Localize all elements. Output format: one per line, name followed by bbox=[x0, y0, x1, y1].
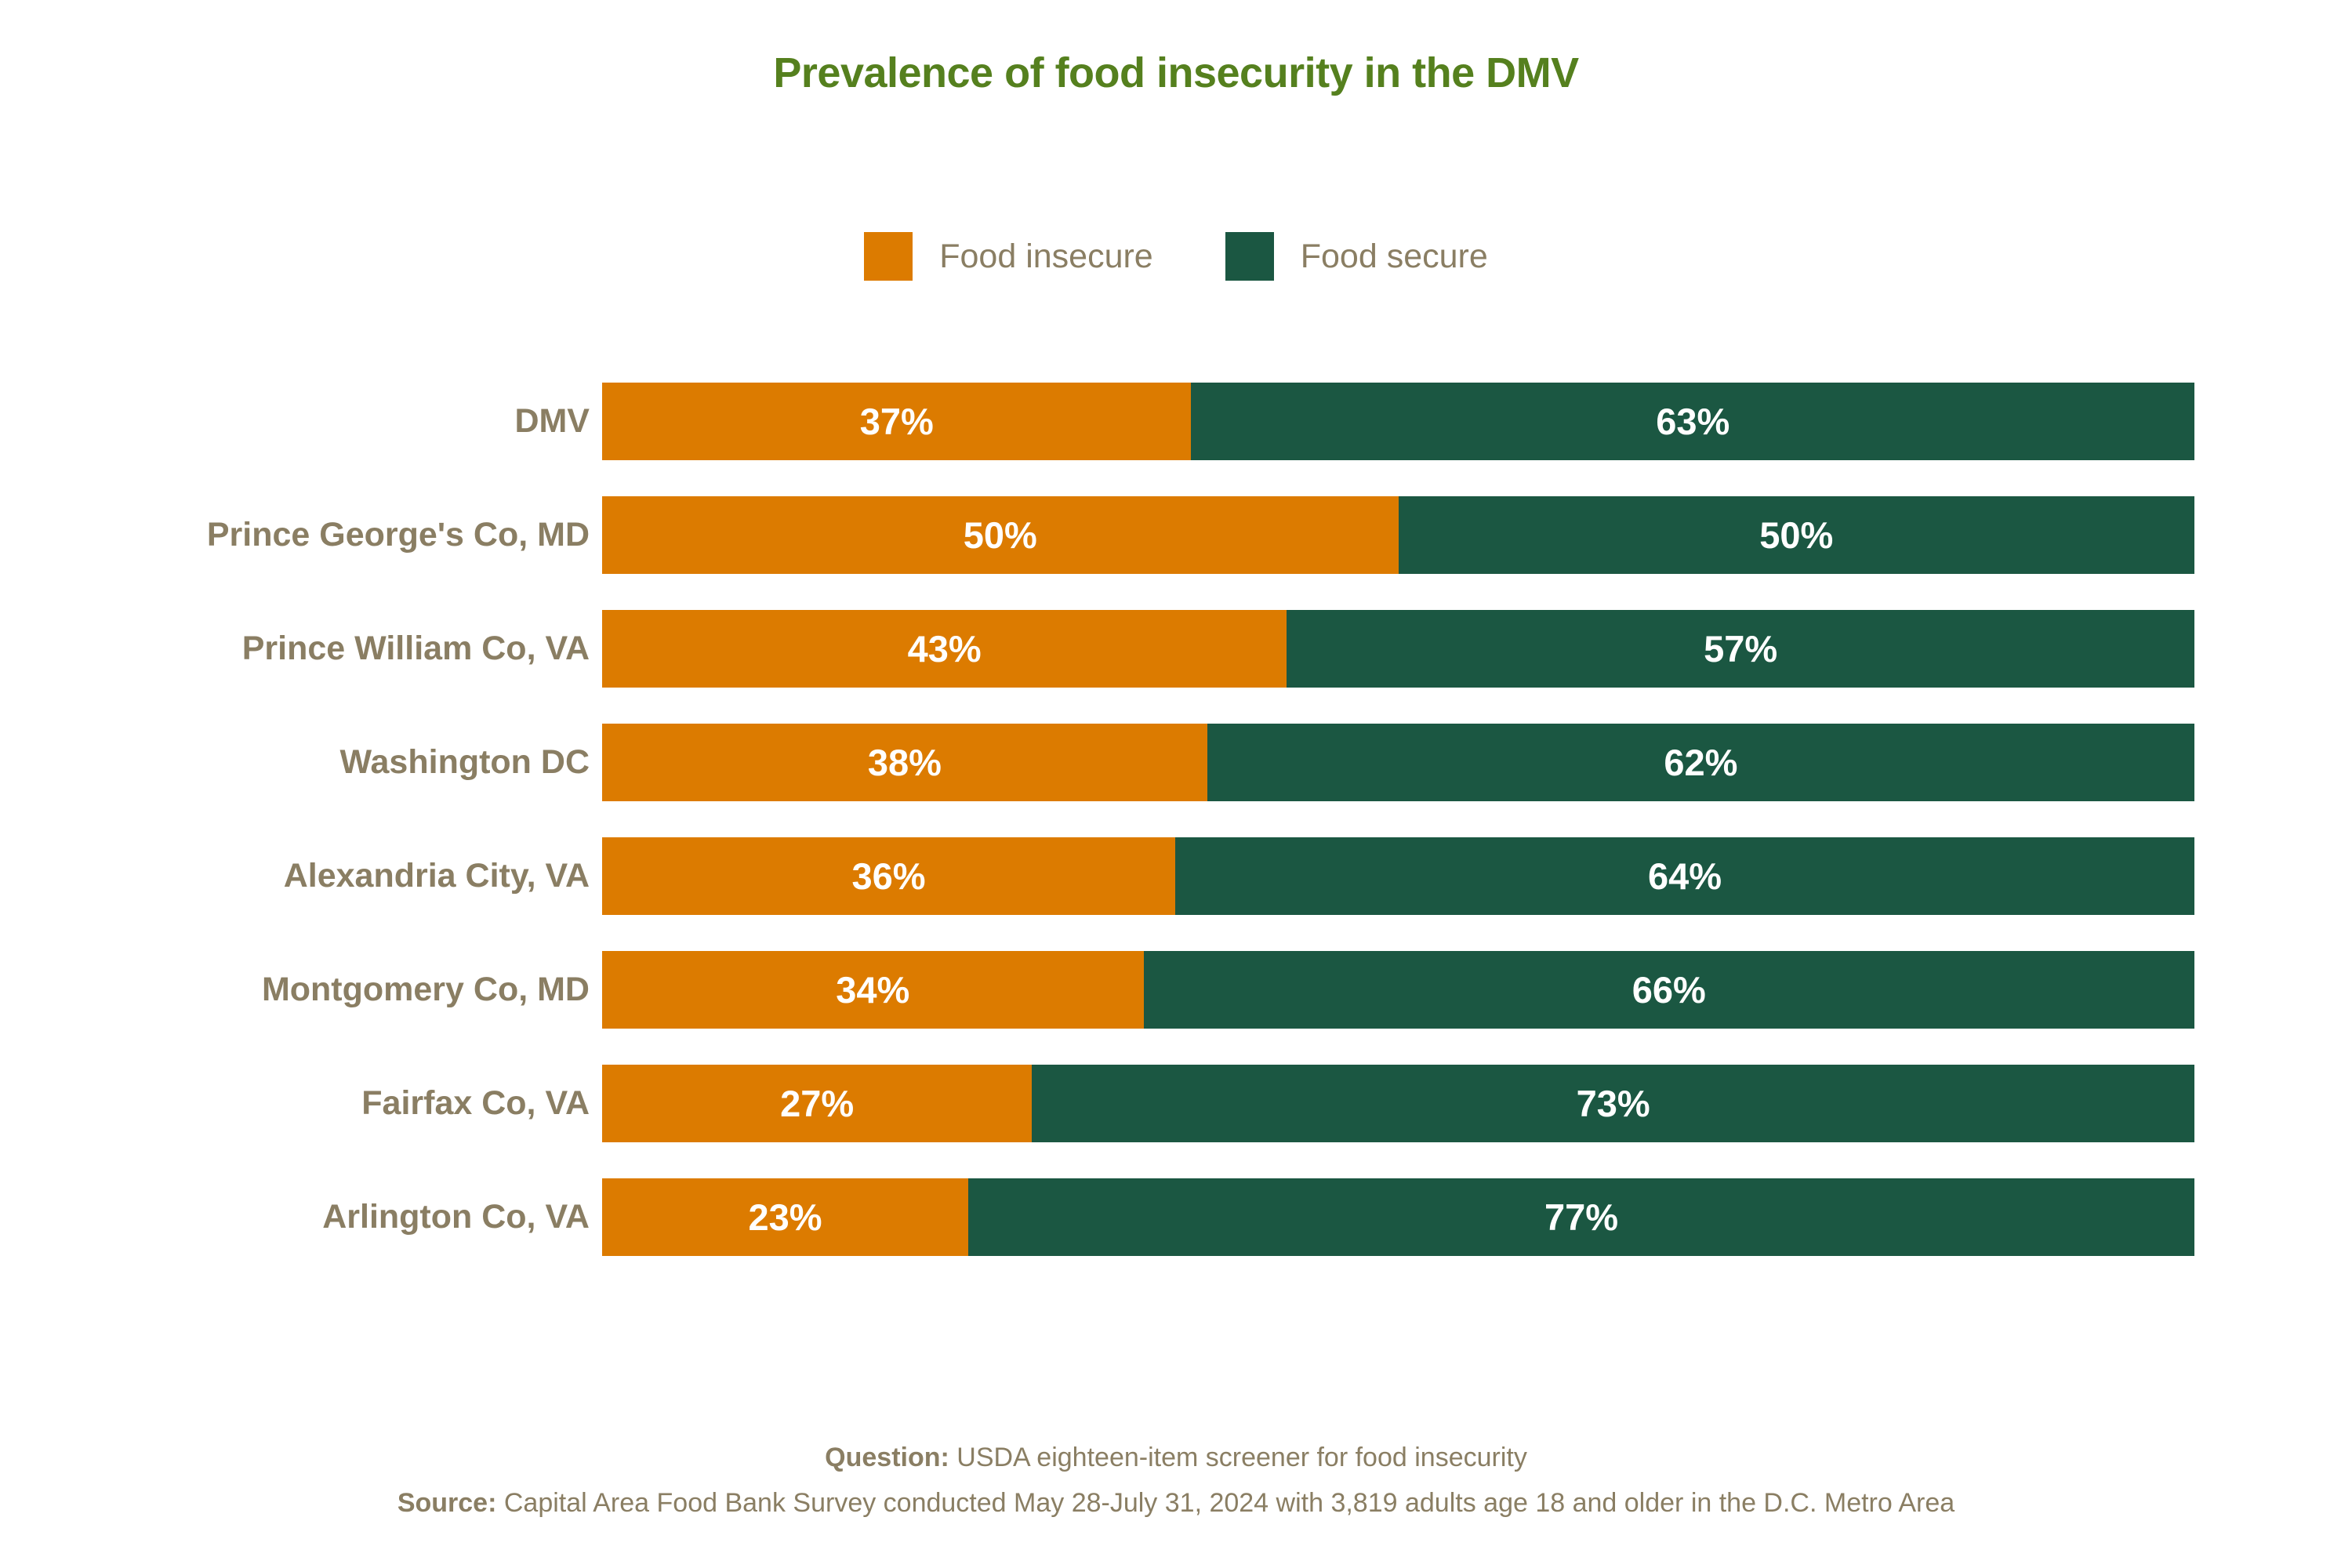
stacked-bar: 43% 57% bbox=[602, 610, 2194, 688]
bar-segment-food-insecure: 43% bbox=[602, 610, 1287, 688]
stacked-bar: 38% 62% bbox=[602, 724, 2194, 801]
question-note-label: Question: bbox=[825, 1443, 949, 1472]
chart-row: DMV 37% 63% bbox=[0, 383, 2352, 460]
chart-title: Prevalence of food insecurity in the DMV bbox=[773, 49, 1579, 96]
source-note: Source: Capital Area Food Bank Survey co… bbox=[0, 1480, 2352, 1526]
stacked-bar: 50% 50% bbox=[602, 496, 2194, 574]
segment-value-label: 66% bbox=[1632, 969, 1706, 1011]
question-note: Question: USDA eighteen-item screener fo… bbox=[0, 1435, 2352, 1480]
chart-row: Prince William Co, VA 43% 57% bbox=[0, 610, 2352, 688]
segment-value-label: 63% bbox=[1656, 401, 1730, 442]
legend-label: Food insecure bbox=[939, 237, 1153, 275]
legend-item-food-insecure: Food insecure bbox=[864, 232, 1153, 281]
category-label: Alexandria City, VA bbox=[283, 857, 590, 895]
segment-value-label: 50% bbox=[1759, 514, 1834, 556]
bar-segment-food-insecure: 50% bbox=[602, 496, 1399, 574]
bar-segment-food-secure: 73% bbox=[1032, 1065, 2194, 1142]
bar-chart: DMV 37% 63% Prince George's Co, MD 50% 50% Pri… bbox=[0, 383, 2352, 1256]
legend: Food insecure Food secure bbox=[0, 232, 2352, 281]
category-label: DMV bbox=[514, 402, 590, 440]
chart-row: Washington DC 38% 62% bbox=[0, 724, 2352, 801]
segment-value-label: 34% bbox=[836, 969, 910, 1011]
segment-value-label: 43% bbox=[907, 628, 982, 670]
category-label: Washington DC bbox=[339, 743, 590, 781]
chart-footnotes: Question: USDA eighteen-item screener fo… bbox=[0, 1435, 2352, 1526]
legend-label: Food secure bbox=[1300, 237, 1488, 275]
segment-value-label: 50% bbox=[963, 514, 1037, 556]
category-label: Prince William Co, VA bbox=[241, 630, 590, 667]
category-label: Montgomery Co, MD bbox=[261, 971, 590, 1008]
legend-swatch-food-insecure bbox=[864, 232, 913, 281]
bar-segment-food-secure: 63% bbox=[1191, 383, 2194, 460]
segment-value-label: 73% bbox=[1576, 1083, 1650, 1124]
segment-value-label: 38% bbox=[867, 742, 942, 783]
bar-segment-food-secure: 64% bbox=[1175, 837, 2194, 915]
category-label: Fairfax Co, VA bbox=[361, 1084, 590, 1122]
source-note-label: Source: bbox=[397, 1488, 497, 1518]
stacked-bar: 23% 77% bbox=[602, 1178, 2194, 1256]
chart-row: Arlington Co, VA 23% 77% bbox=[0, 1178, 2352, 1256]
segment-value-label: 62% bbox=[1664, 742, 1738, 783]
stacked-bar: 27% 73% bbox=[602, 1065, 2194, 1142]
stacked-bar: 34% 66% bbox=[602, 951, 2194, 1029]
bar-segment-food-insecure: 34% bbox=[602, 951, 1144, 1029]
bar-segment-food-insecure: 36% bbox=[602, 837, 1176, 915]
segment-value-label: 57% bbox=[1704, 628, 1778, 670]
chart-row: Montgomery Co, MD 34% 66% bbox=[0, 951, 2352, 1029]
stacked-bar: 36% 64% bbox=[602, 837, 2194, 915]
legend-item-food-secure: Food secure bbox=[1225, 232, 1488, 281]
chart-row: Prince George's Co, MD 50% 50% bbox=[0, 496, 2352, 574]
segment-value-label: 23% bbox=[748, 1196, 822, 1238]
segment-value-label: 64% bbox=[1648, 855, 1722, 897]
source-note-text: Capital Area Food Bank Survey conducted … bbox=[496, 1488, 1955, 1518]
segment-value-label: 37% bbox=[859, 401, 934, 442]
question-note-text: USDA eighteen-item screener for food ins… bbox=[949, 1443, 1527, 1472]
bar-segment-food-insecure: 37% bbox=[602, 383, 1192, 460]
bar-segment-food-insecure: 23% bbox=[602, 1178, 969, 1256]
bar-segment-food-secure: 66% bbox=[1143, 951, 2194, 1029]
chart-row: Alexandria City, VA 36% 64% bbox=[0, 837, 2352, 915]
category-label: Prince George's Co, MD bbox=[206, 516, 590, 554]
category-label: Arlington Co, VA bbox=[322, 1198, 590, 1236]
bar-segment-food-insecure: 27% bbox=[602, 1065, 1033, 1142]
legend-swatch-food-secure bbox=[1225, 232, 1274, 281]
bar-segment-food-secure: 57% bbox=[1287, 610, 2194, 688]
segment-value-label: 77% bbox=[1544, 1196, 1619, 1238]
bar-segment-food-secure: 77% bbox=[968, 1178, 2194, 1256]
bar-segment-food-secure: 50% bbox=[1398, 496, 2194, 574]
bar-segment-food-secure: 62% bbox=[1207, 724, 2194, 801]
stacked-bar: 37% 63% bbox=[602, 383, 2194, 460]
segment-value-label: 36% bbox=[851, 855, 926, 897]
bar-segment-food-insecure: 38% bbox=[602, 724, 1207, 801]
chart-row: Fairfax Co, VA 27% 73% bbox=[0, 1065, 2352, 1142]
segment-value-label: 27% bbox=[780, 1083, 855, 1124]
